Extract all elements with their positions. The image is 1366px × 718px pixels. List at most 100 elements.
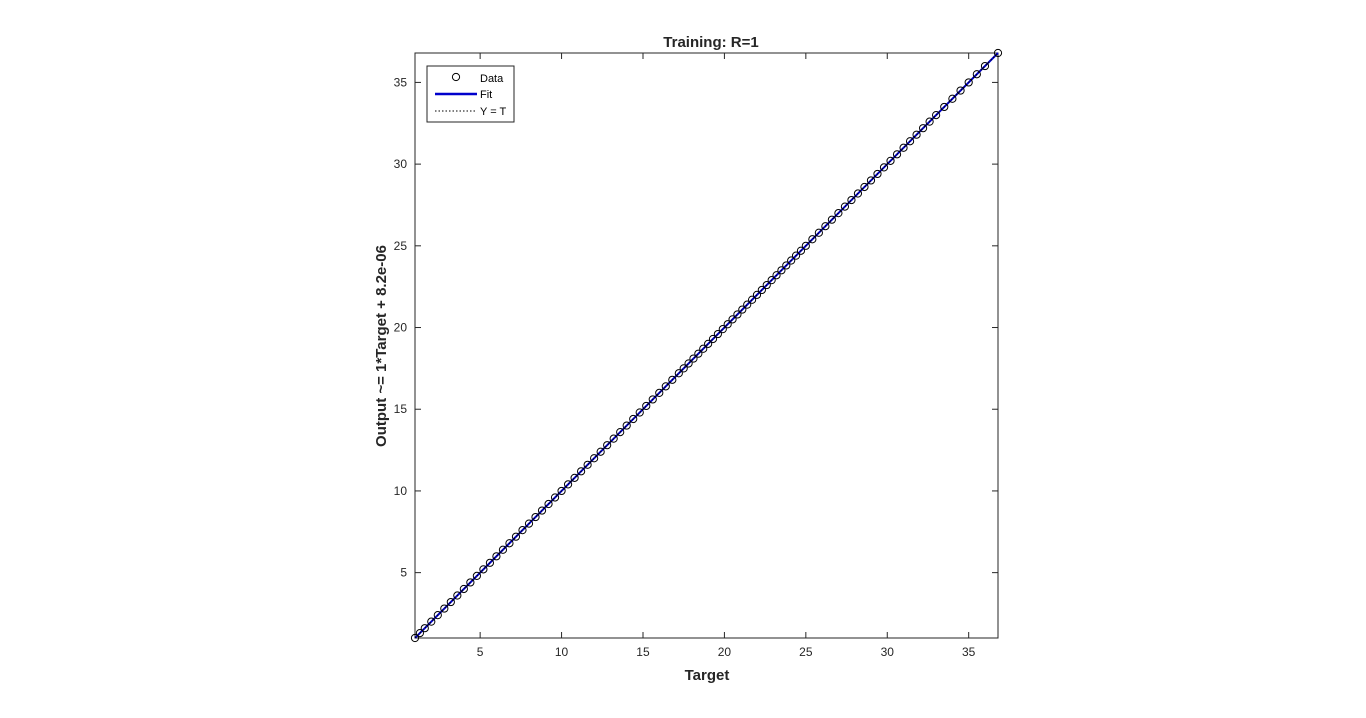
data-point: [466, 578, 475, 587]
data-point: [940, 102, 949, 112]
x-tick-label: 25: [799, 645, 813, 659]
data-point: [550, 493, 560, 502]
data-point: [879, 163, 889, 172]
data-point: [791, 251, 801, 260]
legend-label-y-equals-t: Y = T: [480, 106, 506, 118]
x-tick-label: 15: [636, 645, 650, 659]
data-point: [427, 617, 436, 626]
data-point: [723, 320, 732, 329]
data-point: [892, 150, 902, 159]
data-point: [616, 428, 625, 437]
plot-area: 5 10 15 20 25 30 35 5 10 15 20 25 30 35: [394, 48, 1003, 659]
data-point: [415, 628, 424, 638]
data-point: [925, 117, 934, 126]
data-point: [948, 94, 957, 103]
data-point: [733, 310, 742, 319]
y-tick-label: 25: [394, 239, 408, 253]
data-point: [583, 460, 592, 469]
data-point: [932, 110, 941, 120]
data-point: [655, 388, 664, 397]
data-point: [847, 195, 856, 205]
data-point: [635, 408, 644, 417]
data-point: [873, 169, 882, 179]
data-point: [557, 486, 566, 496]
data-point: [993, 48, 1003, 58]
data-point: [840, 202, 850, 211]
axis-ticks: 5 10 15 20 25 30 35 5 10 15 20 25 30 35: [394, 53, 998, 659]
y-axis-label: Output ~= 1*Target + 8.2e-06: [373, 245, 390, 447]
legend-label-data: Data: [480, 73, 504, 85]
data-point: [767, 276, 776, 285]
data-point: [446, 597, 455, 607]
data-point: [629, 414, 638, 424]
data-point: [674, 369, 683, 378]
data-point: [886, 156, 895, 165]
data-point: [821, 222, 830, 231]
data-point: [757, 285, 766, 295]
data-point: [772, 271, 781, 280]
data-point: [596, 447, 605, 456]
y-tick-label: 30: [394, 157, 408, 171]
data-point: [866, 176, 876, 185]
data-point: [743, 300, 752, 309]
data-point: [808, 235, 817, 244]
legend-data-marker-icon: [451, 72, 461, 82]
data-point: [738, 305, 747, 314]
x-tick-label: 20: [718, 645, 732, 659]
y-tick-label: 15: [394, 402, 408, 416]
data-point: [609, 434, 618, 443]
data-point: [531, 512, 540, 522]
y-tick-label: 5: [400, 566, 407, 580]
y-tick-label: 10: [394, 484, 408, 498]
data-point: [972, 70, 981, 79]
chart-title: Training: R=1: [663, 34, 758, 51]
x-tick-label: 10: [555, 645, 569, 659]
data-point: [787, 256, 796, 265]
data-point: [956, 86, 965, 95]
x-tick-label: 35: [962, 645, 976, 659]
data-point: [472, 571, 481, 581]
data-point: [752, 290, 762, 299]
data-markers: [410, 48, 1003, 643]
data-point: [410, 633, 420, 643]
data-point: [905, 137, 915, 146]
data-point: [570, 473, 579, 482]
data-point: [563, 480, 573, 489]
data-point: [834, 209, 843, 218]
data-point: [689, 354, 698, 363]
data-point: [708, 334, 718, 344]
data-point: [498, 545, 508, 554]
data-point: [853, 189, 863, 198]
data-point: [537, 506, 547, 515]
data-point: [433, 611, 442, 620]
data-point: [505, 539, 514, 548]
data-point: [918, 124, 928, 133]
data-point: [590, 454, 599, 463]
data-point: [459, 584, 468, 594]
data-point: [544, 499, 553, 509]
y-tick-label: 35: [394, 75, 408, 89]
data-point: [699, 344, 708, 353]
legend-label-fit: Fit: [480, 89, 492, 101]
data-point: [679, 364, 688, 373]
data-point: [661, 382, 670, 391]
data-point: [713, 329, 722, 339]
data-point: [492, 552, 501, 561]
data-point: [718, 325, 727, 334]
data-point: [511, 532, 521, 541]
data-point: [747, 295, 757, 304]
data-point: [485, 558, 495, 567]
data-point: [782, 261, 791, 270]
data-point: [964, 78, 973, 87]
data-point: [440, 604, 449, 613]
data-point: [814, 228, 823, 237]
data-point: [801, 241, 810, 250]
data-point: [728, 315, 737, 324]
data-point: [704, 339, 713, 348]
data-point: [827, 215, 836, 224]
data-point: [479, 565, 488, 574]
data-point: [420, 624, 429, 633]
data-point: [796, 246, 806, 255]
data-point: [622, 421, 631, 430]
